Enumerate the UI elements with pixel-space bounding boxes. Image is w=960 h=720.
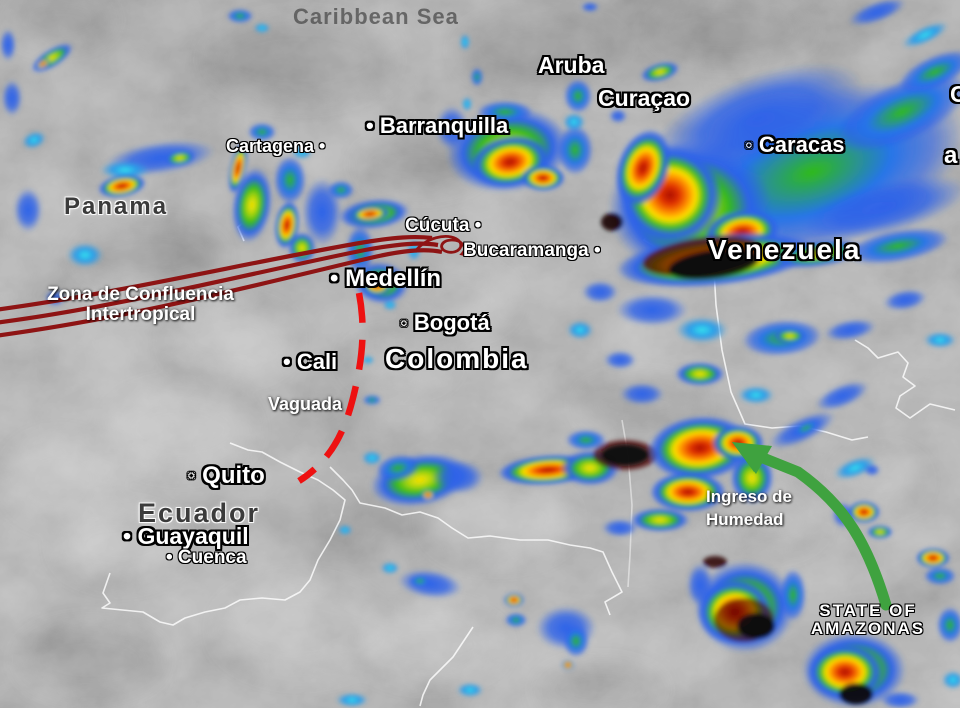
label-cali: • Cali [283,349,338,374]
label-caracas: ◦ Caracas [745,132,845,157]
label-aruba: Aruba [538,52,605,78]
annotation-itcz-line1: Zona de Confluencia [47,284,234,305]
label-panama: Panama [64,193,169,220]
annotation-moisture-line2: Humedad [706,509,784,529]
label-edge-partial-a: a [944,142,958,169]
label-edge-partial-c: C [950,81,960,107]
label-state-of-amazonas-line1: STATE OF [819,601,917,620]
label-colombia: Colombia [385,343,529,374]
label-cuenca: • Cuenca [166,547,247,568]
annotation-itcz-line2: Intertropical [85,303,196,325]
label-bucaramanga: Bucaramanga • [463,240,601,261]
bottom-white-strip [0,708,960,720]
trough-dashed-line [297,292,366,484]
label-bogota: ◦ Bogotá [400,310,490,335]
label-cartagena: Cartagena • [226,136,326,156]
label-ecuador: Ecuador [138,498,261,528]
label-state-of-amazonas: STATE OF AMAZONAS [790,602,946,638]
label-curacao: Curaçao [598,85,691,111]
itcz-swirl-icon [413,235,471,258]
label-quito: ◦ Quito [187,462,265,489]
annotation-moisture-label: Ingreso de Humedad [706,488,792,529]
label-venezuela: Venezuela [708,234,862,265]
moisture-arrow [732,442,892,611]
label-guayaquil: • Guayaquil [123,523,249,549]
annotation-moisture-line1: Ingreso de [706,487,792,506]
label-caribbean-sea: Caribbean Sea [293,4,459,29]
annotation-trough-label: Vaguada [268,394,343,414]
label-medellin: • Medellín [330,265,442,292]
label-state-of-amazonas-line2: AMAZONAS [810,618,926,638]
itcz-lines [0,234,471,338]
annotation-itcz-label: Zona de Confluencia Intertropical [28,285,253,325]
label-barranquilla: • Barranquilla [366,113,509,138]
label-cucuta: Cúcuta • [405,215,482,236]
